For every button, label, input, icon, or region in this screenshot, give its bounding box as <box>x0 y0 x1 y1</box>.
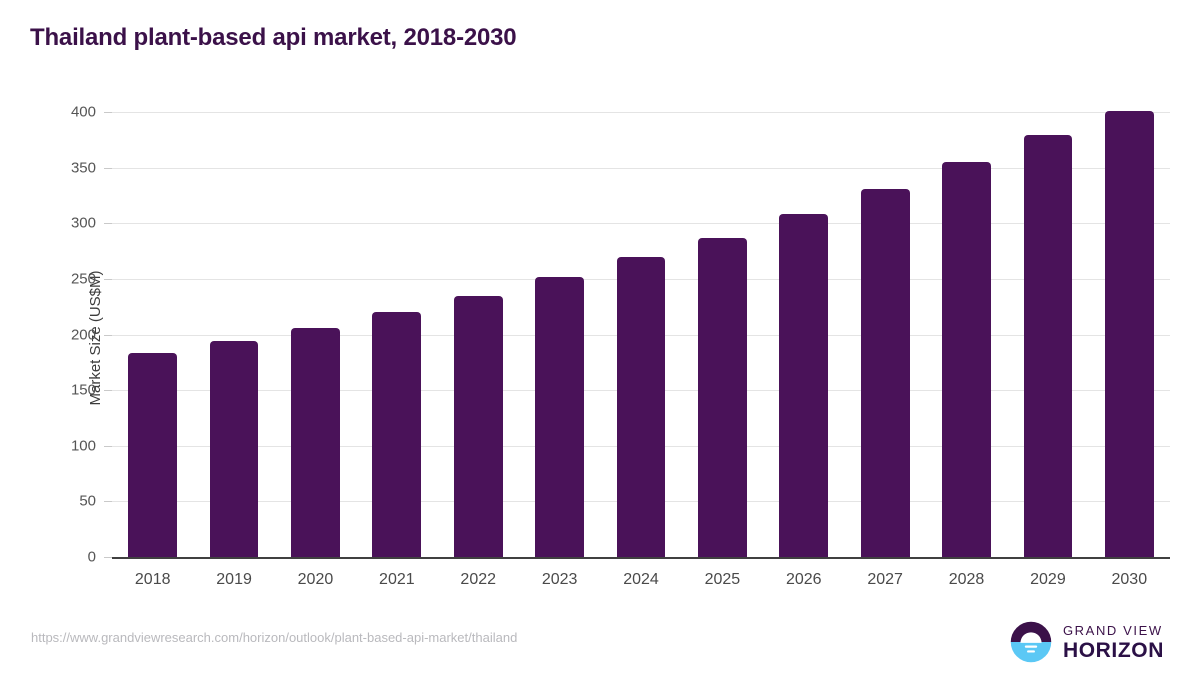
x-tick-label: 2022 <box>460 571 497 588</box>
x-tick-label: 2027 <box>867 571 903 588</box>
x-tick-label: 2019 <box>216 571 252 588</box>
bar-2025[interactable] <box>697 237 747 557</box>
page-title: Thailand plant-based api market, 2018-20… <box>30 24 517 51</box>
y-tick-mark <box>104 223 112 225</box>
y-tick-label: 250 <box>70 270 96 288</box>
bar-2028[interactable] <box>942 162 991 557</box>
bar-2021[interactable] <box>372 312 422 557</box>
y-tick-label: 50 <box>79 492 96 510</box>
y-tick-mark <box>104 557 112 558</box>
x-axis-line <box>112 557 1170 559</box>
y-tick-label: 100 <box>70 437 96 455</box>
y-tick-label: 0 <box>87 548 96 566</box>
bar-series <box>112 110 1170 557</box>
x-tick-label: 2026 <box>785 571 822 588</box>
y-tick-mark <box>104 167 112 169</box>
bar-2030[interactable] <box>1104 110 1154 557</box>
x-tick-label: 2021 <box>379 571 415 588</box>
y-tick-label: 150 <box>70 381 96 399</box>
y-tick-mark <box>104 334 112 336</box>
bar-2026[interactable] <box>779 214 829 557</box>
brand-wordmark: GRAND VIEW HORIZON <box>1063 624 1164 661</box>
brand-line-1: GRAND VIEW <box>1062 622 1163 638</box>
source-url[interactable]: https://www.grandviewresearch.com/horizo… <box>31 630 518 645</box>
y-tick-label: 300 <box>70 214 96 232</box>
bar-2027[interactable] <box>860 188 910 557</box>
bar-2020[interactable] <box>291 327 340 557</box>
bar-2029[interactable] <box>1023 135 1073 557</box>
y-tick-label: 200 <box>70 326 96 343</box>
x-tick-label: 2024 <box>623 571 659 588</box>
y-tick-mark <box>104 278 112 280</box>
plot-area: 0 50 100 150 200 250 300 350 400 2018 2019 2020 202… <box>71 104 1170 588</box>
y-tick-label: 350 <box>70 159 96 177</box>
y-tick-mark <box>104 445 112 447</box>
y-tick-mark <box>104 390 112 392</box>
bar-2019[interactable] <box>209 341 259 557</box>
x-tick-label: 2029 <box>1030 571 1066 588</box>
bar-2024[interactable] <box>616 256 666 557</box>
x-tick-label: 2020 <box>297 571 334 588</box>
y-tick-label: 400 <box>70 103 96 121</box>
bar-2023[interactable] <box>535 276 585 557</box>
brand-line-2: HORIZON <box>1062 638 1164 662</box>
x-tick-label: 2030 <box>1111 571 1148 588</box>
bar-2018[interactable] <box>128 353 178 557</box>
grand-view-horizon-logo-icon <box>1010 621 1052 663</box>
x-tick-label: 2023 <box>541 571 578 588</box>
gridline <box>112 112 1170 113</box>
gridline <box>112 223 1170 225</box>
x-tick-label: 2028 <box>948 571 985 588</box>
y-tick-mark <box>104 501 112 503</box>
x-tick-label: 2018 <box>134 571 171 588</box>
brand-logo: GRAND VIEW HORIZON <box>1009 620 1164 664</box>
x-tick-label: 2025 <box>704 571 741 588</box>
y-tick-mark <box>104 112 112 113</box>
bar-2022[interactable] <box>453 295 503 557</box>
gridline <box>112 167 1170 169</box>
